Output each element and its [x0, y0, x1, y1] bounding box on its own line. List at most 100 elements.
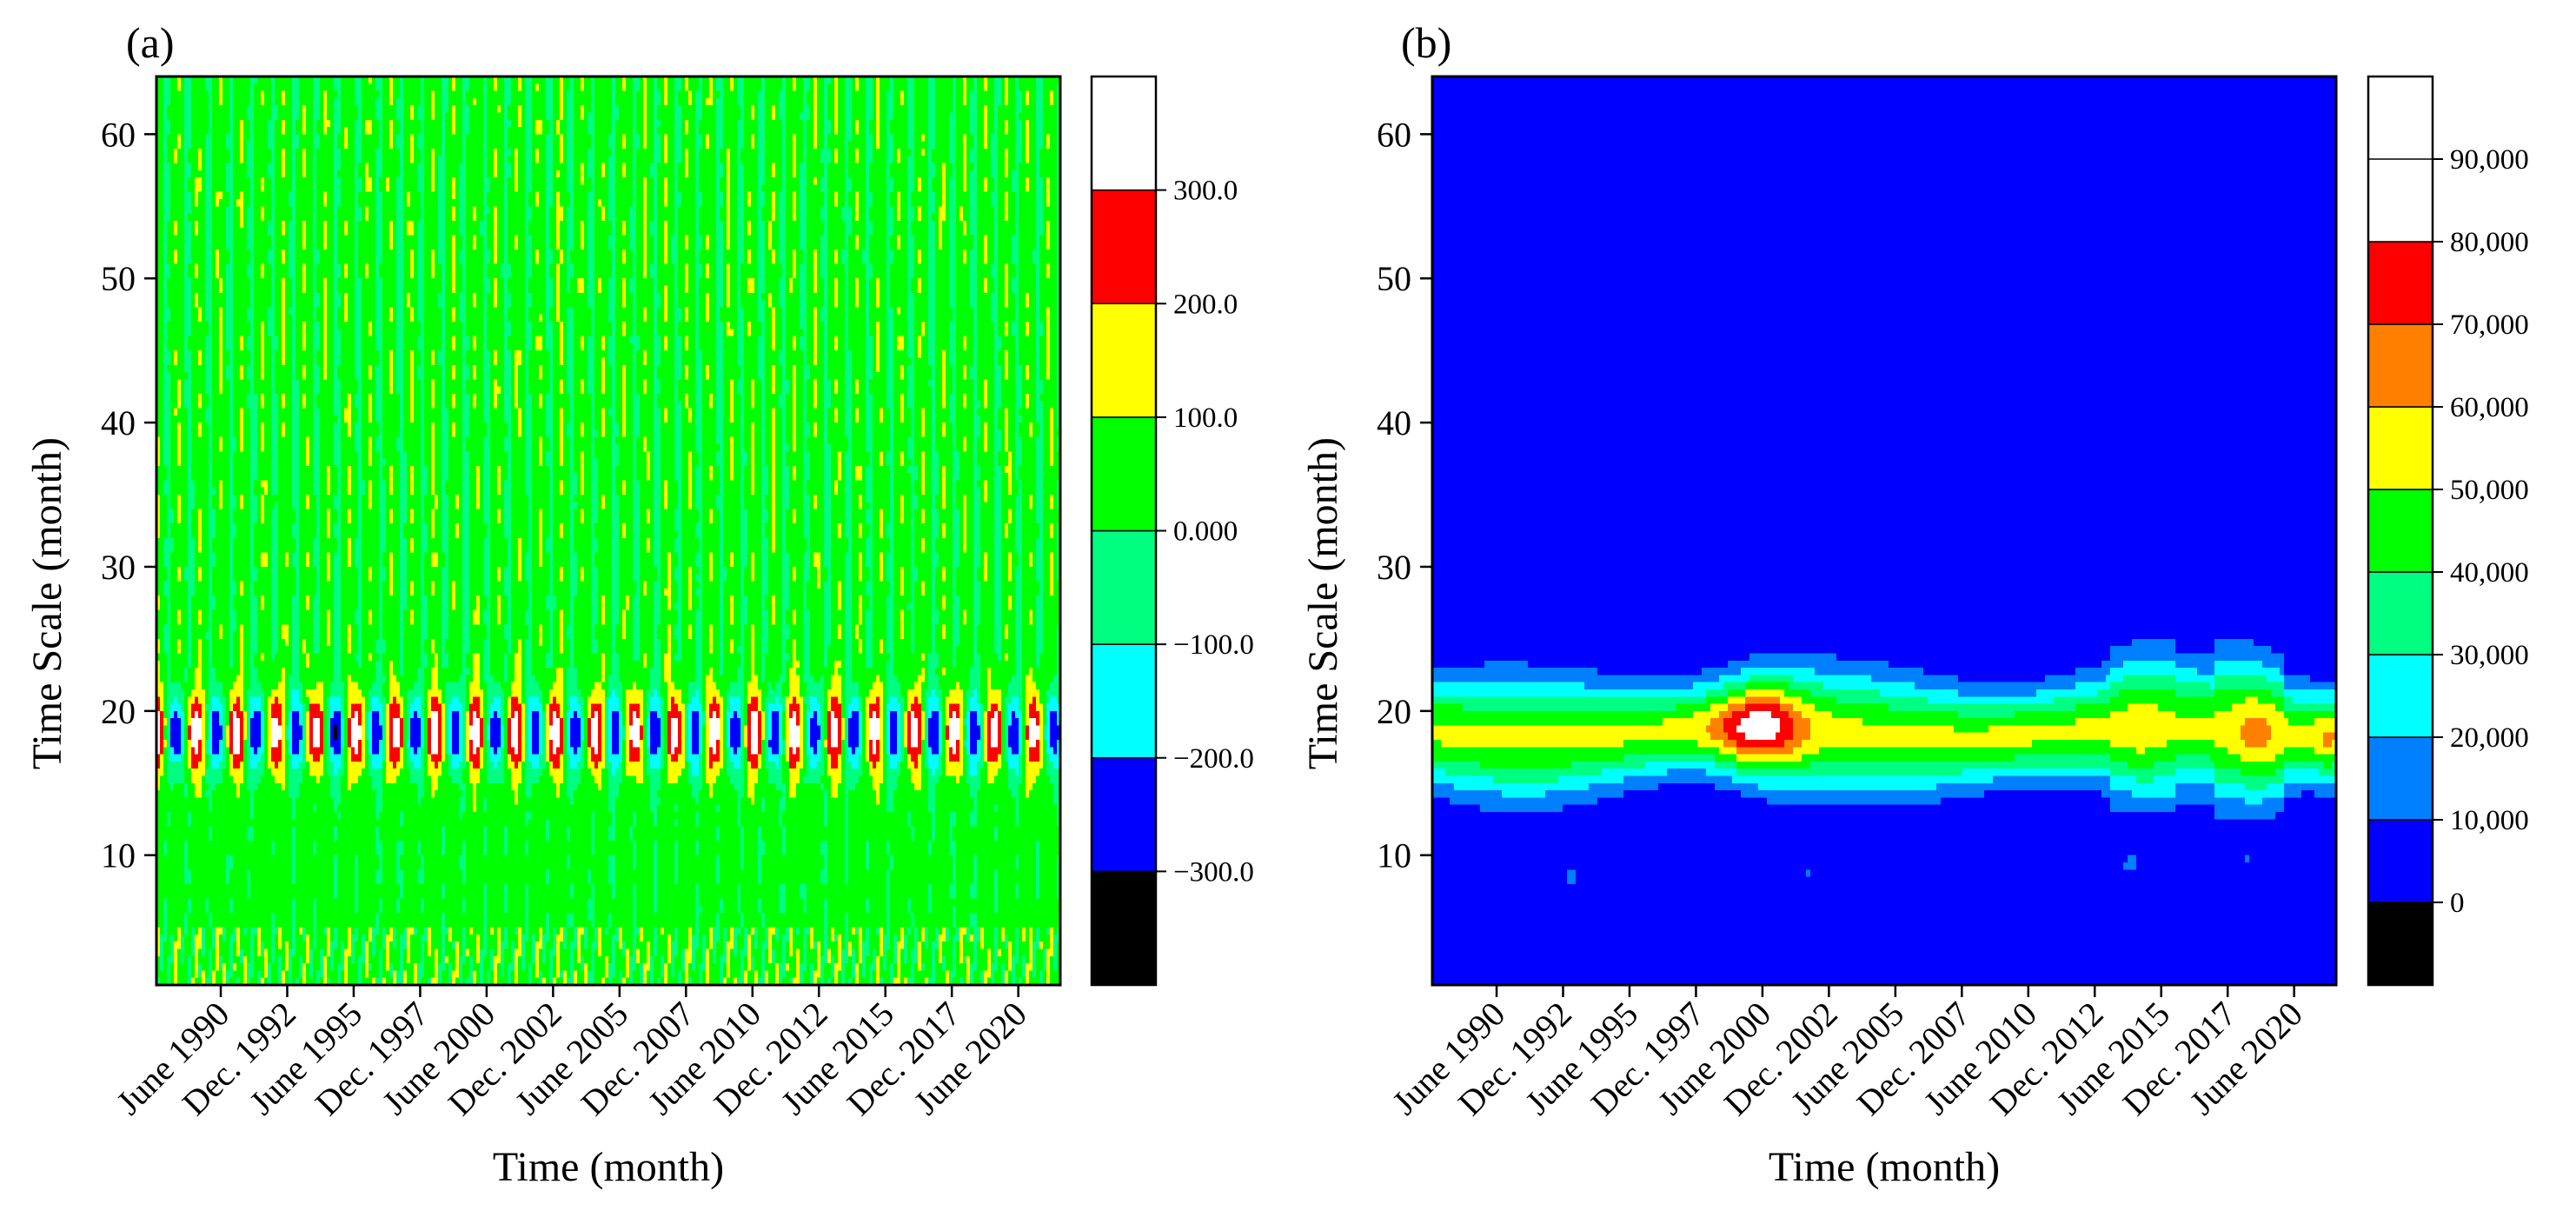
- heatmap-cell: [935, 112, 950, 121]
- heatmap-cell: [198, 300, 206, 308]
- heatmap-cell: [1029, 141, 1037, 150]
- heatmap-cell: [459, 198, 467, 207]
- heatmap-cell: [716, 77, 724, 84]
- heatmap-cell: [904, 336, 908, 344]
- heatmap-cell: [452, 270, 456, 279]
- heatmap-cell: [827, 285, 835, 294]
- heatmap-cell: [521, 350, 526, 359]
- heatmap-cell: [782, 307, 787, 316]
- heatmap-cell: [807, 90, 814, 99]
- heatmap-cell: [866, 198, 873, 207]
- heatmap-cell: [695, 292, 700, 301]
- heatmap-cell: [695, 97, 703, 106]
- heatmap-cell: [633, 141, 641, 150]
- heatmap-cell: [560, 329, 564, 337]
- heatmap-cell: [184, 198, 192, 207]
- heatmap-cell: [688, 263, 696, 272]
- heatmap-cell: [633, 83, 641, 92]
- heatmap-cell: [532, 235, 547, 243]
- heatmap-cell: [935, 235, 939, 243]
- heatmap-cell: [654, 198, 658, 207]
- heatmap-cell: [198, 191, 206, 200]
- heatmap-cell: [518, 112, 522, 121]
- heatmap-cell: [379, 263, 397, 272]
- heatmap-cell: [820, 256, 828, 265]
- heatmap-cell: [525, 163, 533, 171]
- heatmap-cell: [886, 156, 894, 164]
- heatmap-cell: [442, 307, 446, 316]
- heatmap-cell: [939, 213, 946, 222]
- heatmap-cell: [855, 148, 860, 156]
- heatmap-cell: [1057, 97, 1061, 106]
- heatmap-cell: [730, 220, 738, 229]
- heatmap-cell: [622, 278, 627, 287]
- heatmap-cell: [636, 112, 644, 121]
- heatmap-cell: [657, 83, 665, 92]
- heatmap-cell: [167, 278, 185, 287]
- heatmap-cell: [953, 163, 957, 171]
- heatmap-cell: [320, 83, 335, 92]
- heatmap-cell: [608, 343, 616, 351]
- heatmap-cell: [487, 198, 505, 207]
- heatmap-cell: [292, 127, 296, 135]
- heatmap-cell: [647, 270, 651, 279]
- heatmap-cell: [459, 184, 467, 193]
- heatmap-cell: [442, 336, 446, 344]
- heatmap-cell: [1005, 300, 1009, 308]
- heatmap-cell: [998, 105, 1016, 114]
- heatmap-cell: [991, 163, 999, 171]
- heatmap-cell: [643, 256, 647, 265]
- heatmap-cell: [786, 336, 793, 344]
- heatmap-cell: [727, 263, 731, 272]
- heatmap-cell: [907, 177, 915, 185]
- heatmap-cell: [744, 350, 759, 359]
- heatmap-cell: [942, 220, 950, 229]
- heatmap-cell: [893, 343, 898, 351]
- heatmap-cell: [834, 127, 839, 135]
- heatmap-cell: [355, 357, 362, 366]
- heatmap-cell: [403, 314, 411, 323]
- heatmap-cell: [1036, 191, 1044, 200]
- heatmap-cell: [807, 250, 814, 257]
- heatmap-cell: [852, 357, 866, 366]
- heatmap-cell: [772, 307, 776, 316]
- heatmap-cell: [918, 285, 922, 294]
- heatmap-cell: [1036, 278, 1040, 287]
- heatmap-cell: [928, 321, 936, 329]
- heatmap-cell: [163, 285, 168, 294]
- heatmap-cell: [515, 242, 519, 250]
- heatmap-cell: [643, 119, 647, 128]
- heatmap-cell: [772, 220, 780, 229]
- heatmap-cell: [855, 206, 860, 215]
- heatmap-cell: [758, 105, 766, 114]
- heatmap-cell: [567, 235, 574, 243]
- heatmap-cell: [998, 285, 1006, 294]
- heatmap-cell: [156, 83, 164, 92]
- heatmap-cell: [497, 285, 505, 294]
- heatmap-cell: [737, 228, 745, 236]
- heatmap-cell: [424, 300, 439, 308]
- heatmap-cell: [174, 148, 178, 156]
- heatmap-cell: [845, 235, 849, 243]
- heatmap-cell: [375, 206, 383, 215]
- heatmap-cell: [970, 220, 978, 229]
- heatmap-cell: [567, 242, 574, 250]
- heatmap-cell: [994, 321, 999, 329]
- heatmap-cell: [306, 112, 314, 121]
- heatmap-cell: [254, 314, 269, 323]
- heatmap-cell: [758, 278, 766, 287]
- heatmap-cell: [914, 163, 929, 171]
- heatmap-cell: [511, 350, 515, 359]
- heatmap-cell: [438, 177, 446, 185]
- heatmap-cell: [727, 321, 731, 329]
- heatmap-cell: [622, 228, 627, 236]
- heatmap-cell: [817, 250, 821, 257]
- heatmap-cell: [549, 263, 557, 272]
- heatmap-cell: [914, 350, 919, 359]
- heatmap-cell: [553, 170, 557, 178]
- heatmap-cell: [163, 364, 168, 373]
- heatmap-cell: [289, 235, 296, 243]
- heatmap-cell: [935, 343, 950, 351]
- heatmap-cell: [302, 329, 307, 337]
- heatmap-cell: [601, 336, 606, 344]
